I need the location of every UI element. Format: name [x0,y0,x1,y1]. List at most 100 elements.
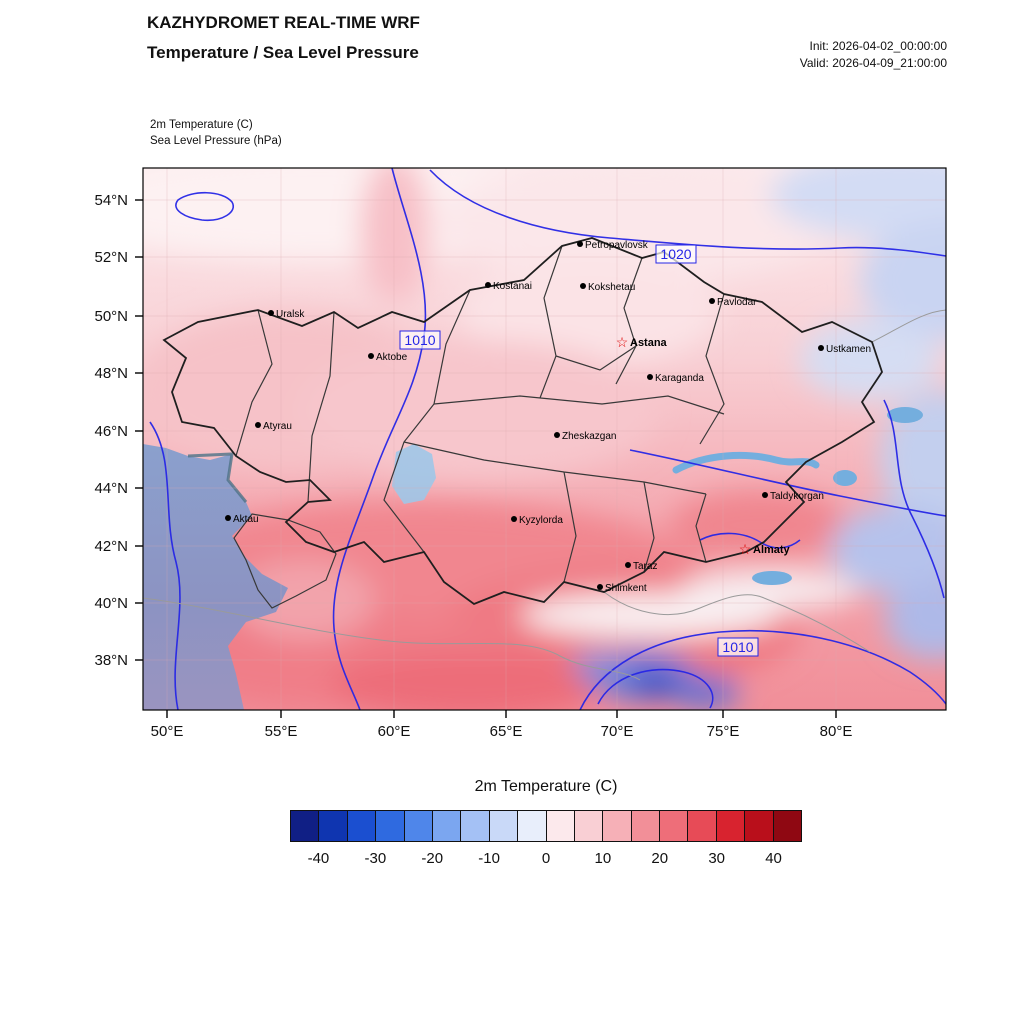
colorbar-cell [716,811,746,841]
y-tick-label: 50°N [94,308,128,325]
city-label: Pavlodar [717,297,757,308]
city-label: Taldykorgan [770,491,824,502]
colorbar-cell [773,811,802,841]
field-labels: 2m Temperature (C) Sea Level Pressure (h… [150,117,282,149]
x-tick-label: 80°E [820,723,853,740]
city-dot [368,353,374,359]
y-tick-label: 44°N [94,480,128,497]
colorbar-cell [518,811,547,841]
city-dot [647,374,653,380]
x-tick-label: 50°E [151,723,184,740]
colorbar-title: 2m Temperature (C) [474,778,618,795]
page-header: KAZHYDROMET REAL-TIME WRF Temperature / … [147,8,420,68]
colorbar-cell [291,811,320,841]
colorbar-tick-label: 30 [708,850,725,867]
valid-time: Valid: 2026-04-09_21:00:00 [799,56,947,70]
colorbar-tick-labels: -40 -30 -20 -10 0 10 20 30 40 [290,850,802,872]
city-dot [577,241,583,247]
city-dot [625,562,631,568]
city-dot [485,282,491,288]
city-dot [268,310,274,316]
field-label-temperature: 2m Temperature (C) [150,119,253,131]
colorbar-tick-label: -40 [307,850,330,867]
colorbar-cell [461,811,490,841]
city-label: Uralsk [276,309,305,320]
city-dot [709,298,715,304]
city-dot [554,432,560,438]
city-label: Kyzylorda [519,515,563,526]
colorbar-cell [745,811,774,841]
city-label: Petropavlovsk [585,240,649,251]
water-bodies [143,407,923,710]
colorbar-tick-label: -30 [364,850,387,867]
city-label: Ustkamen [826,344,871,355]
capital-star-icon: ☆ [739,541,752,557]
colorbar-cell [546,811,575,841]
colorbar-cell [347,811,377,841]
colorbar-tick-label: 10 [594,850,612,867]
colorbar-tick-label: 40 [765,850,782,867]
y-tick-label: 48°N [94,365,128,382]
city-label: Taraz [633,561,657,572]
pressure-label: 1010 [404,332,435,348]
pressure-label-box [655,244,697,264]
city-dot [225,515,231,521]
kazakhstan-border [162,237,883,606]
weather-map: Petropavlovsk Kostanai Kokshetau Pavlodar Ur… [94,167,947,740]
lake-alakol [833,470,857,486]
page-subtitle: Temperature / Sea Level Pressure [147,43,419,62]
page-title: KAZHYDROMET REAL-TIME WRF [147,13,420,32]
colorbar-cell [688,811,717,841]
city-dot [818,345,824,351]
y-tick-label: 52°N [94,249,128,266]
colorbar-cell [631,811,661,841]
colorbar-cell [660,811,689,841]
pressure-label: 1020 [660,246,691,262]
y-tick-label: 40°N [94,595,128,612]
city-dot [597,584,603,590]
x-tick-label: 65°E [490,723,523,740]
x-tick-label: 70°E [601,723,634,740]
oblast-borders [233,245,725,609]
y-tick-label: 42°N [94,538,128,555]
city-dot [255,422,261,428]
run-times: Init: 2026-04-02_00:00:00 Valid: 2026-04… [800,38,947,72]
capital-label: Astana [630,337,668,349]
x-tick-label: 60°E [378,723,411,740]
city-dot [580,283,586,289]
colorbar-tick-label: -20 [421,850,444,867]
x-tick-label: 55°E [265,723,298,740]
colorbar-tick-label: -10 [478,850,500,867]
colorbar-cell [489,811,519,841]
city-label: Shimkent [605,583,647,594]
caspian-coast-edge [187,452,248,503]
city-label: Aktau [233,514,259,525]
colorbar-cell [376,811,405,841]
colorbar-cell [404,811,433,841]
city-label: Zheskazgan [562,431,616,442]
colorbar-tick-label: 20 [651,850,669,867]
y-tick-label: 54°N [94,192,128,209]
aral-sea [392,444,436,504]
city-label: Aktobe [376,352,408,363]
city-label: Kostanai [493,281,532,292]
pressure-label-box [717,637,759,657]
city-label: Kokshetau [588,282,635,293]
capital-star-icon: ☆ [616,334,629,350]
capital-label: Almaty [753,544,791,556]
city-dot [511,516,517,522]
x-tick-label: 75°E [707,723,740,740]
city-label: Karaganda [655,373,704,384]
graticule [143,168,946,710]
colorbar-cell [432,811,462,841]
colorbar-cell [319,811,348,841]
city-dot [762,492,768,498]
y-tick-label: 46°N [94,423,128,440]
y-tick-label: 38°N [94,652,128,669]
colorbar-cell [574,811,604,841]
colorbar-tick-label: 0 [541,850,551,867]
colorbar [290,810,802,842]
field-label-pressure: Sea Level Pressure (hPa) [150,135,282,147]
pressure-label: 1010 [722,639,753,655]
neighbor-borders [143,309,946,681]
